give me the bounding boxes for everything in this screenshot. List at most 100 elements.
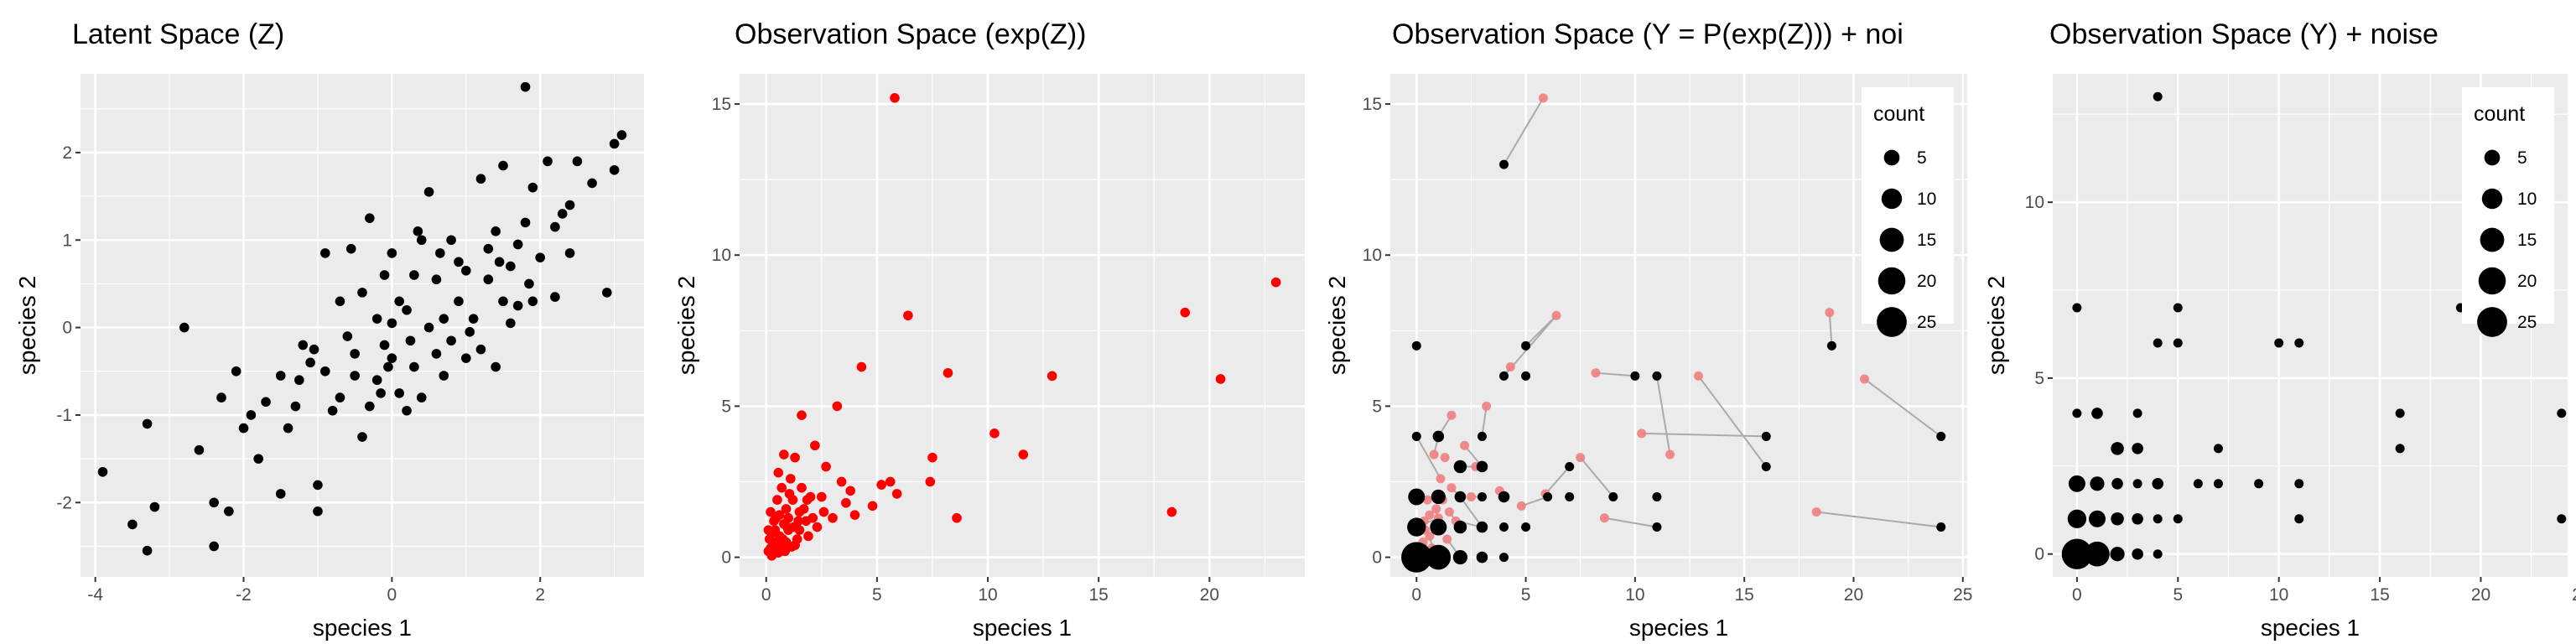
exp-point	[781, 504, 792, 514]
panel-3-x-axis-title: species 1	[1629, 615, 1728, 641]
legend-title: count	[1873, 102, 1924, 126]
panel-4-x-ticks: 0 5 10 15 20 25	[2072, 577, 2576, 605]
observed-count-point	[2085, 541, 2110, 567]
latent-exp-point	[1460, 440, 1470, 450]
exp-point	[798, 504, 809, 514]
latent-point	[394, 296, 405, 307]
latent-point	[335, 392, 345, 402]
observed-count-point	[1426, 544, 1452, 570]
panel-1-y-ticks: -2 -1 0 1 2	[56, 143, 80, 512]
y-tick-label: 5	[2034, 369, 2044, 388]
panel-4-y-ticks: 0 5 10	[2025, 193, 2053, 564]
x-tick-label: 10	[2269, 585, 2288, 605]
latent-exp-point	[1440, 453, 1450, 463]
link-line	[1641, 432, 1767, 438]
latent-point	[454, 296, 464, 307]
link-line	[1415, 435, 1441, 480]
exp-point	[772, 495, 782, 505]
latent-exp-point	[1446, 410, 1457, 420]
latent-exp-point	[1505, 362, 1515, 372]
latent-point	[491, 226, 501, 236]
y-tick-label: 10	[2025, 193, 2044, 212]
latent-point	[238, 423, 249, 434]
latent-point	[520, 81, 531, 92]
observed-count-point	[2111, 512, 2124, 526]
exp-point	[1166, 506, 1177, 517]
observed-count-point	[1498, 491, 1510, 503]
legend-label-10: 10	[2517, 190, 2537, 209]
panel-1-points	[97, 81, 627, 556]
x-tick-label: 15	[1735, 585, 1754, 605]
exp-point	[766, 550, 777, 561]
observed-count-point	[2294, 338, 2304, 348]
observed-count-point	[2153, 514, 2163, 524]
legend-key-25	[1877, 307, 1907, 337]
legend-key-20	[1877, 267, 1906, 295]
observed-count-point	[2072, 303, 2082, 313]
observed-count-point	[1431, 489, 1446, 505]
observed-count-point	[2111, 442, 2124, 455]
observed-count-point	[1565, 492, 1575, 502]
latent-exp-point	[1422, 495, 1432, 505]
latent-point	[491, 361, 501, 372]
exp-point	[832, 401, 843, 412]
latent-exp-point	[1425, 510, 1435, 520]
latent-point	[460, 265, 471, 276]
latent-exp-point	[1551, 310, 1561, 320]
exp-point	[885, 476, 896, 487]
legend-label-10: 10	[1917, 190, 1936, 209]
link-line	[1828, 312, 1833, 346]
exp-point	[927, 452, 937, 463]
latent-point	[550, 221, 560, 232]
link-line	[1816, 511, 1941, 528]
latent-exp-point	[1516, 501, 1526, 511]
observed-count-point	[2173, 303, 2183, 313]
latent-exp-point	[1825, 308, 1835, 318]
latent-point	[383, 361, 393, 372]
latent-point	[498, 160, 508, 171]
link-line	[1503, 97, 1545, 165]
exp-point	[771, 512, 782, 523]
panel-2-y-axis-title: species 2	[673, 276, 699, 375]
latent-point	[483, 243, 494, 254]
latent-exp-point	[1637, 428, 1647, 439]
observed-count-point	[1453, 520, 1467, 534]
exp-point	[797, 410, 807, 421]
observed-count-point	[2088, 510, 2106, 527]
exp-point	[1180, 307, 1191, 318]
latent-point	[379, 340, 390, 351]
exp-point	[867, 501, 878, 512]
exp-point	[1018, 449, 1029, 460]
latent-point	[446, 235, 456, 246]
latent-point	[350, 349, 360, 359]
observed-count-point	[2132, 408, 2142, 418]
link-line	[1481, 406, 1488, 437]
exp-point	[777, 534, 788, 544]
latent-point	[564, 248, 575, 258]
observed-count-point	[1407, 517, 1426, 537]
observed-count-point	[1543, 492, 1553, 502]
observed-count-point	[1408, 488, 1426, 506]
link-line	[1604, 517, 1658, 528]
observed-count-point	[1477, 492, 1487, 502]
latent-point	[350, 371, 360, 381]
observed-count-point	[2153, 549, 2163, 559]
observed-count-point	[2090, 476, 2105, 491]
panel-2-x-ticks: 0 5 10 15 20	[761, 577, 1219, 605]
observed-count-point	[2132, 443, 2143, 454]
latent-point	[587, 178, 597, 189]
observed-count-point	[2153, 338, 2163, 348]
latent-point	[527, 182, 538, 193]
panel-4-legend: count 5 10 15 20 25	[2462, 87, 2554, 337]
x-tick-label: 25	[1953, 585, 1972, 605]
exp-point	[925, 476, 936, 487]
latent-exp-point	[1466, 492, 1476, 502]
observed-count-point	[1476, 521, 1488, 533]
observed-count-point	[2274, 338, 2284, 348]
exp-point	[782, 522, 792, 532]
observed-count-point	[2067, 509, 2087, 528]
latent-exp-point	[1442, 534, 1452, 544]
observed-count-point	[1411, 340, 1421, 351]
observed-count-point	[1477, 431, 1487, 441]
latent-point	[365, 401, 375, 412]
